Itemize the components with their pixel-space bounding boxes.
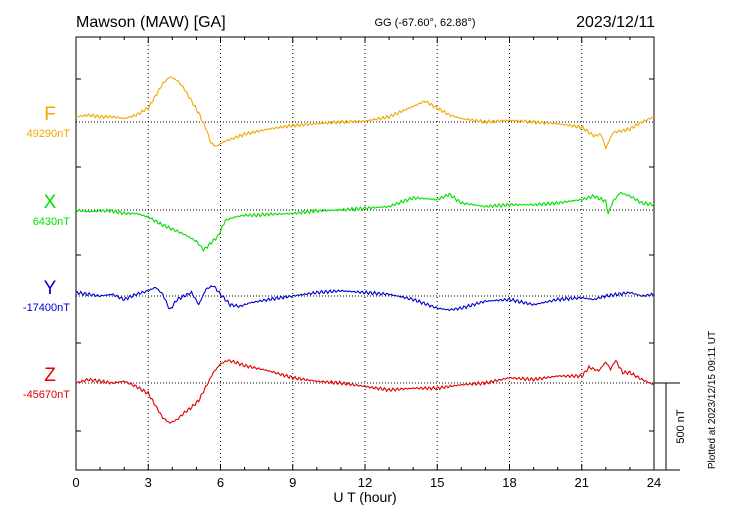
series-line-f [75, 76, 655, 151]
series-name-x: X [44, 192, 57, 213]
series-name-z: Z [44, 365, 56, 386]
x-tick-label: 9 [289, 475, 296, 490]
x-axis-ticks: 0 3 6 9 12 15 18 21 24 [72, 37, 661, 490]
series-name-f: F [44, 104, 56, 125]
x-tick-label: 3 [145, 475, 152, 490]
baseline-value-f: 49290nT [27, 128, 71, 140]
x-tick-label: 12 [358, 475, 372, 490]
x-tick-label: 24 [647, 475, 661, 490]
scale-bar-label: 500 nT [675, 409, 687, 444]
x-tick-label: 6 [217, 475, 224, 490]
series-line-z [75, 358, 655, 424]
chart-date: 2023/12/11 [576, 14, 655, 31]
baseline-value-z: -45670nT [23, 389, 70, 401]
x-tick-label: 18 [502, 475, 516, 490]
series-name-y: Y [44, 278, 57, 299]
series-line-x [75, 192, 655, 253]
x-tick-label: 15 [430, 475, 444, 490]
x-tick-label: 0 [72, 475, 79, 490]
series-labels: F 49290nT X 6430nT Y -17400nT Z -45670nT [23, 104, 70, 401]
station-coordinates: GG (-67.60°, 62.88°) [374, 17, 475, 29]
chart-title: Mawson (MAW) [GA] [76, 14, 226, 31]
grid-lines [76, 37, 654, 470]
x-tick-label: 21 [575, 475, 589, 490]
baseline-value-x: 6430nT [33, 216, 71, 228]
series-lines [75, 76, 655, 424]
x-axis-label: U T (hour) [333, 489, 396, 505]
plotted-timestamp: Plotted at 2023/12/15 09:11 UT [707, 331, 718, 469]
series-line-y [76, 285, 655, 312]
scale-bar: 500 nT [654, 382, 687, 471]
baseline-value-y: -17400nT [23, 302, 70, 314]
